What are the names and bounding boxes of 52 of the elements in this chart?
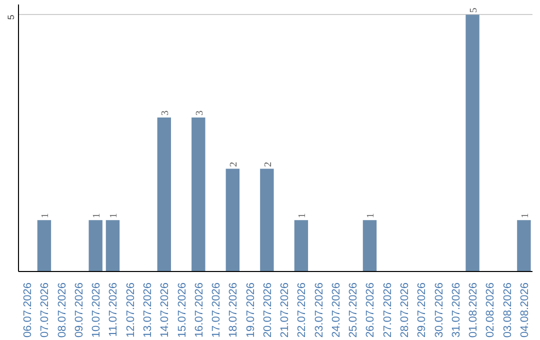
- data-label: 1: [92, 213, 103, 218]
- x-tick-label: 12.07.2026: [124, 282, 137, 338]
- x-tick-label: 27.07.2026: [382, 282, 394, 338]
- x-tick-label: 13.07.2026: [142, 282, 154, 338]
- x-tick-label: 30.07.2026: [433, 282, 446, 338]
- bar: [37, 220, 52, 272]
- x-tick-label: 15.07.2026: [176, 282, 188, 338]
- x-tick-label: 20.07.2026: [262, 282, 274, 338]
- bar: [106, 220, 120, 272]
- x-tick-label: 28.07.2026: [399, 282, 411, 338]
- data-label: 2: [228, 162, 240, 167]
- x-tick-label: 18.07.2026: [228, 282, 240, 338]
- x-tick-label: 11.07.2026: [108, 282, 120, 337]
- bar: [517, 220, 531, 272]
- x-tick-label: 31.07.2026: [450, 282, 462, 338]
- x-tick-label: 25.07.2026: [348, 282, 360, 338]
- bar: [192, 117, 206, 272]
- x-tick-label: 29.07.2026: [416, 282, 428, 338]
- bar: [157, 117, 171, 272]
- x-tick-label: 01.08.2026: [468, 282, 480, 338]
- bar: [260, 168, 274, 272]
- data-label: 3: [160, 110, 172, 116]
- x-tick-label: 02.08.2026: [484, 282, 497, 338]
- x-tick-label: 08.07.2026: [56, 282, 68, 338]
- x-tick-label: 06.07.2026: [22, 282, 34, 338]
- data-label: 2: [262, 162, 274, 167]
- x-tick-label: 24.07.2026: [330, 282, 342, 338]
- data-label: 5: [468, 8, 480, 13]
- bar: [226, 168, 240, 272]
- bar: [294, 220, 308, 272]
- x-tick-label: 14.07.2026: [159, 282, 172, 338]
- data-label: 1: [520, 213, 531, 218]
- data-label: 1: [297, 213, 308, 218]
- data-label: 1: [366, 213, 377, 218]
- data-label: 3: [194, 110, 206, 116]
- bar: [362, 220, 377, 272]
- x-tick-label: 10.07.2026: [90, 282, 103, 338]
- x-tick-label: 09.07.2026: [73, 282, 86, 338]
- x-tick-label: 17.07.2026: [210, 282, 223, 338]
- data-label: 1: [40, 213, 52, 218]
- x-tick-label: 04.08.2026: [518, 282, 531, 338]
- x-tick-label: 19.07.2026: [244, 282, 257, 338]
- x-tick-label: 03.08.2026: [502, 282, 514, 338]
- x-tick-label: 21.07.2026: [279, 282, 292, 338]
- x-tick-label: 16.07.2026: [193, 282, 206, 338]
- x-tick-label: 07.07.2026: [39, 282, 52, 338]
- x-tick-label: 26.07.2026: [364, 282, 377, 338]
- bar: [88, 220, 102, 272]
- data-label: 1: [108, 213, 120, 218]
- x-tick-label: 22.07.2026: [296, 282, 308, 338]
- x-tick-label: 23.07.2026: [313, 282, 326, 338]
- bar: [466, 14, 480, 272]
